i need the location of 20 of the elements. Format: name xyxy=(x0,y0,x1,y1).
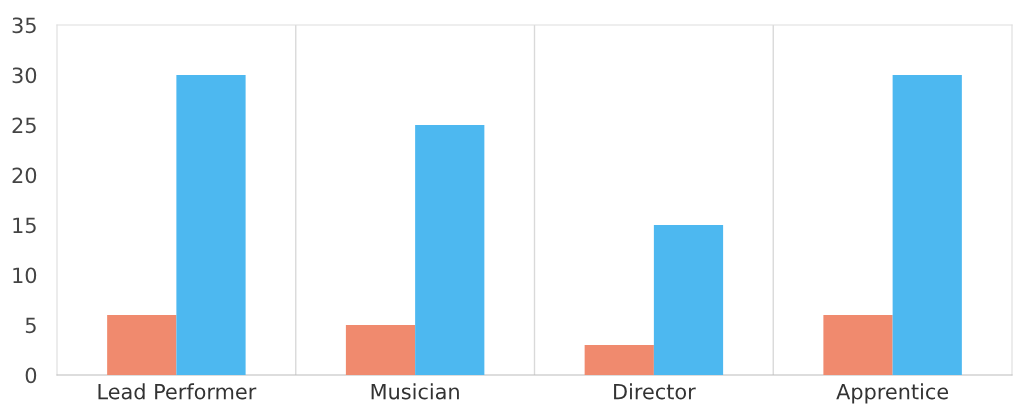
bar xyxy=(415,125,485,375)
bar xyxy=(176,75,246,375)
y-tick-label: 25 xyxy=(12,117,36,134)
x-tick-label: Apprentice xyxy=(836,383,949,404)
bar xyxy=(345,325,416,375)
x-tick-label: Musician xyxy=(371,383,459,400)
y-tick-label: 15 xyxy=(13,217,36,234)
y-tick-label: 30 xyxy=(12,67,37,84)
bar xyxy=(584,345,654,375)
y-tick-label: 5 xyxy=(25,317,36,334)
bar xyxy=(107,315,177,375)
y-tick-label: 20 xyxy=(12,167,37,184)
y-tick-label: 10 xyxy=(13,267,37,284)
bar xyxy=(823,315,893,375)
x-tick-label: Lead Performer xyxy=(98,383,257,400)
y-tick-label: 0 xyxy=(25,367,37,384)
bar xyxy=(892,75,962,375)
y-tick-label: 35 xyxy=(12,17,36,34)
bar xyxy=(653,225,724,375)
x-tick-label: Director xyxy=(614,383,696,400)
